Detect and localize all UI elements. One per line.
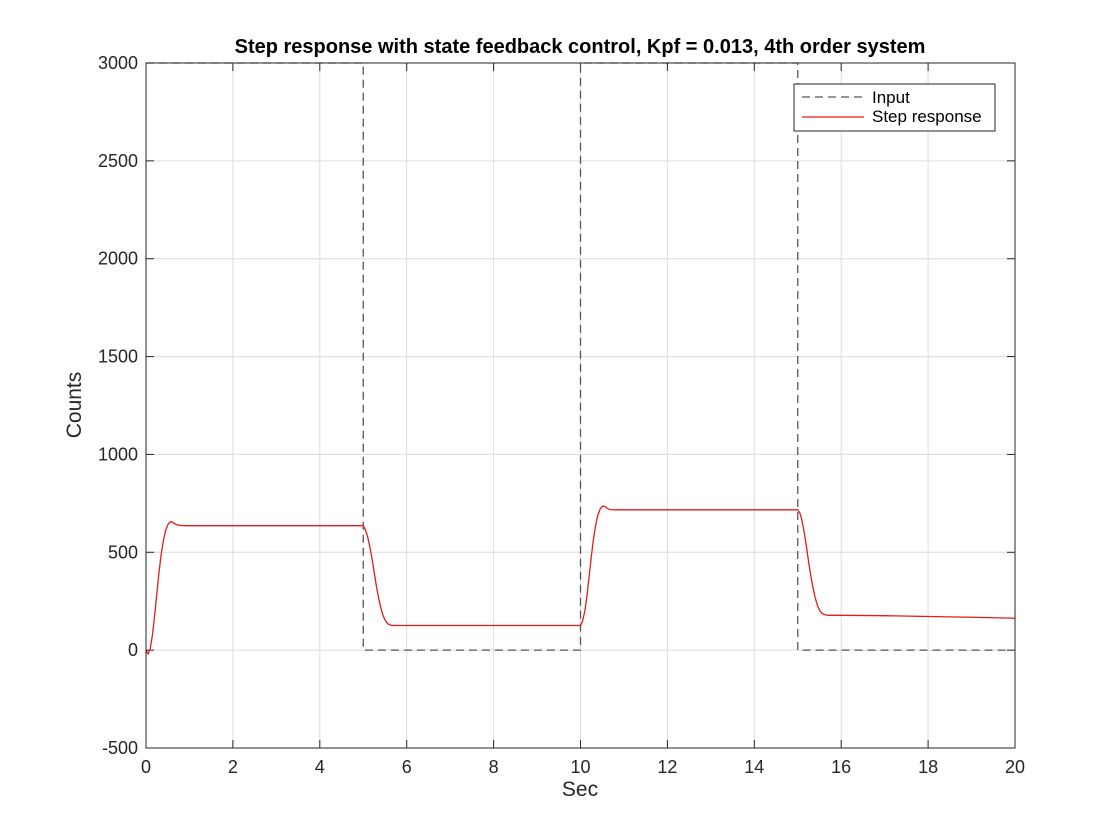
x-tick-label: 8 (489, 757, 499, 777)
legend: Input Step response (793, 83, 996, 132)
x-tick-label: 18 (918, 757, 938, 777)
series-lines (145, 62, 1016, 655)
x-tick-label: 10 (570, 757, 590, 777)
x-tick-label: 16 (831, 757, 851, 777)
chart-title: Step response with state feedback contro… (235, 36, 926, 58)
x-tick-label: 12 (657, 757, 677, 777)
x-tick-label: 6 (402, 757, 412, 777)
x-tick-labels: 0 2 4 6 8 10 12 14 16 18 20 (141, 757, 1025, 777)
x-tick-label: 0 (141, 757, 151, 777)
plot-frame (145, 62, 1016, 749)
y-tick-labels: -500 0 500 1000 1500 2000 2500 3000 (98, 53, 138, 758)
y-tick-label: 2500 (98, 151, 138, 171)
x-tick-label: 4 (315, 757, 325, 777)
y-tick-label: 2000 (98, 249, 138, 269)
y-tick-label: 3000 (98, 53, 138, 73)
y-tick-label: 1000 (98, 444, 138, 464)
x-tick-label: 14 (744, 757, 764, 777)
legend-label-input: Input (872, 88, 910, 107)
series-line-step-response (145, 505, 1016, 655)
series-line-input (146, 62, 1015, 651)
x-axis-label: Sec (562, 778, 598, 801)
y-tick-label: 0 (128, 640, 138, 660)
y-tick-label: 500 (108, 542, 138, 562)
y-tick-label: -500 (102, 738, 138, 758)
legend-box (793, 83, 996, 132)
y-tick-label: 1500 (98, 347, 138, 367)
x-tick-label: 20 (1005, 757, 1025, 777)
y-axis-label: Counts (63, 372, 86, 439)
x-tick-label: 2 (228, 757, 238, 777)
legend-label-step-response: Step response (872, 107, 982, 126)
